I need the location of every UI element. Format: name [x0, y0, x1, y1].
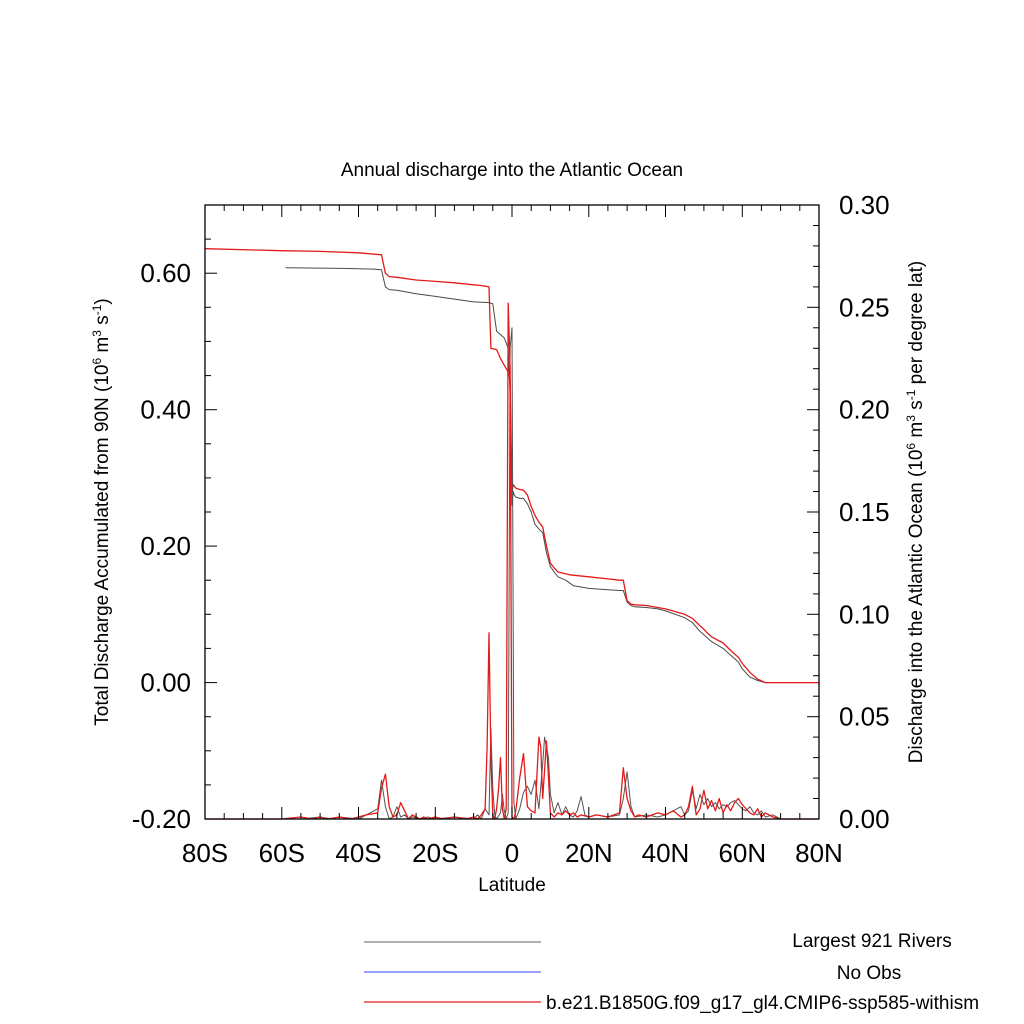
y-right-tick-label: 0.10: [839, 599, 890, 629]
y-left-tick-label: 0.60: [140, 258, 191, 288]
y-left-tick-label: 0.20: [140, 531, 191, 561]
y-left-tick-label: 0.00: [140, 668, 191, 698]
legend-label-ssp585: b.e21.B1850G.f09_g17_gl4.CMIP6-ssp585-wi…: [546, 993, 979, 1014]
y-left-tick-label: -0.20: [132, 804, 191, 834]
series-layer: [204, 248, 819, 820]
x-tick-label: 40N: [642, 838, 690, 868]
x-axis: 80S 60S 40S 20S 0 20N 40N 60N 80N: [182, 205, 843, 868]
y-right-tick-label: 0.25: [839, 292, 890, 322]
x-tick-label: 60S: [259, 838, 305, 868]
right-y-axis: 0.00 0.05 0.10 0.15 0.20 0.25 0.30: [807, 190, 890, 834]
x-tick-label: 60N: [718, 838, 766, 868]
y-right-tick-label: 0.15: [839, 497, 890, 527]
y-right-tick-label: 0.30: [839, 190, 890, 220]
x-tick-label: 20S: [412, 838, 458, 868]
y-left-tick-label: 0.40: [140, 395, 191, 425]
series-line-3-right: [205, 302, 819, 820]
left-y-axis: -0.20 0.00 0.20 0.40 0.60: [132, 204, 217, 834]
chart-title: Annual discharge into the Atlantic Ocean: [341, 160, 683, 181]
y-right-tick-label: 0.05: [839, 702, 890, 732]
series-line-1-left: [204, 248, 819, 684]
left-y-axis-label: Total Discharge Accumulated from 90N (10…: [90, 298, 113, 725]
x-tick-label: 80N: [795, 838, 843, 868]
legend-label-largest-rivers: Largest 921 Rivers: [792, 931, 951, 952]
x-tick-label: 40S: [335, 838, 381, 868]
x-tick-label: 0: [505, 838, 519, 868]
x-axis-label: Latitude: [478, 875, 546, 896]
legend-label-no-obs: No Obs: [837, 963, 901, 984]
x-tick-label: 80S: [182, 838, 228, 868]
y-right-tick-label: 0.00: [839, 804, 890, 834]
y-right-tick-label: 0.20: [839, 395, 890, 425]
right-y-axis-label: Discharge into the Atlantic Ocean (106 m…: [904, 261, 927, 763]
series-line-0-left: [285, 267, 819, 684]
legend: Largest 921 Rivers No Obs b.e21.B1850G.f…: [364, 931, 979, 1014]
x-tick-label: 20N: [565, 838, 613, 868]
series-line-2-right: [205, 327, 819, 820]
